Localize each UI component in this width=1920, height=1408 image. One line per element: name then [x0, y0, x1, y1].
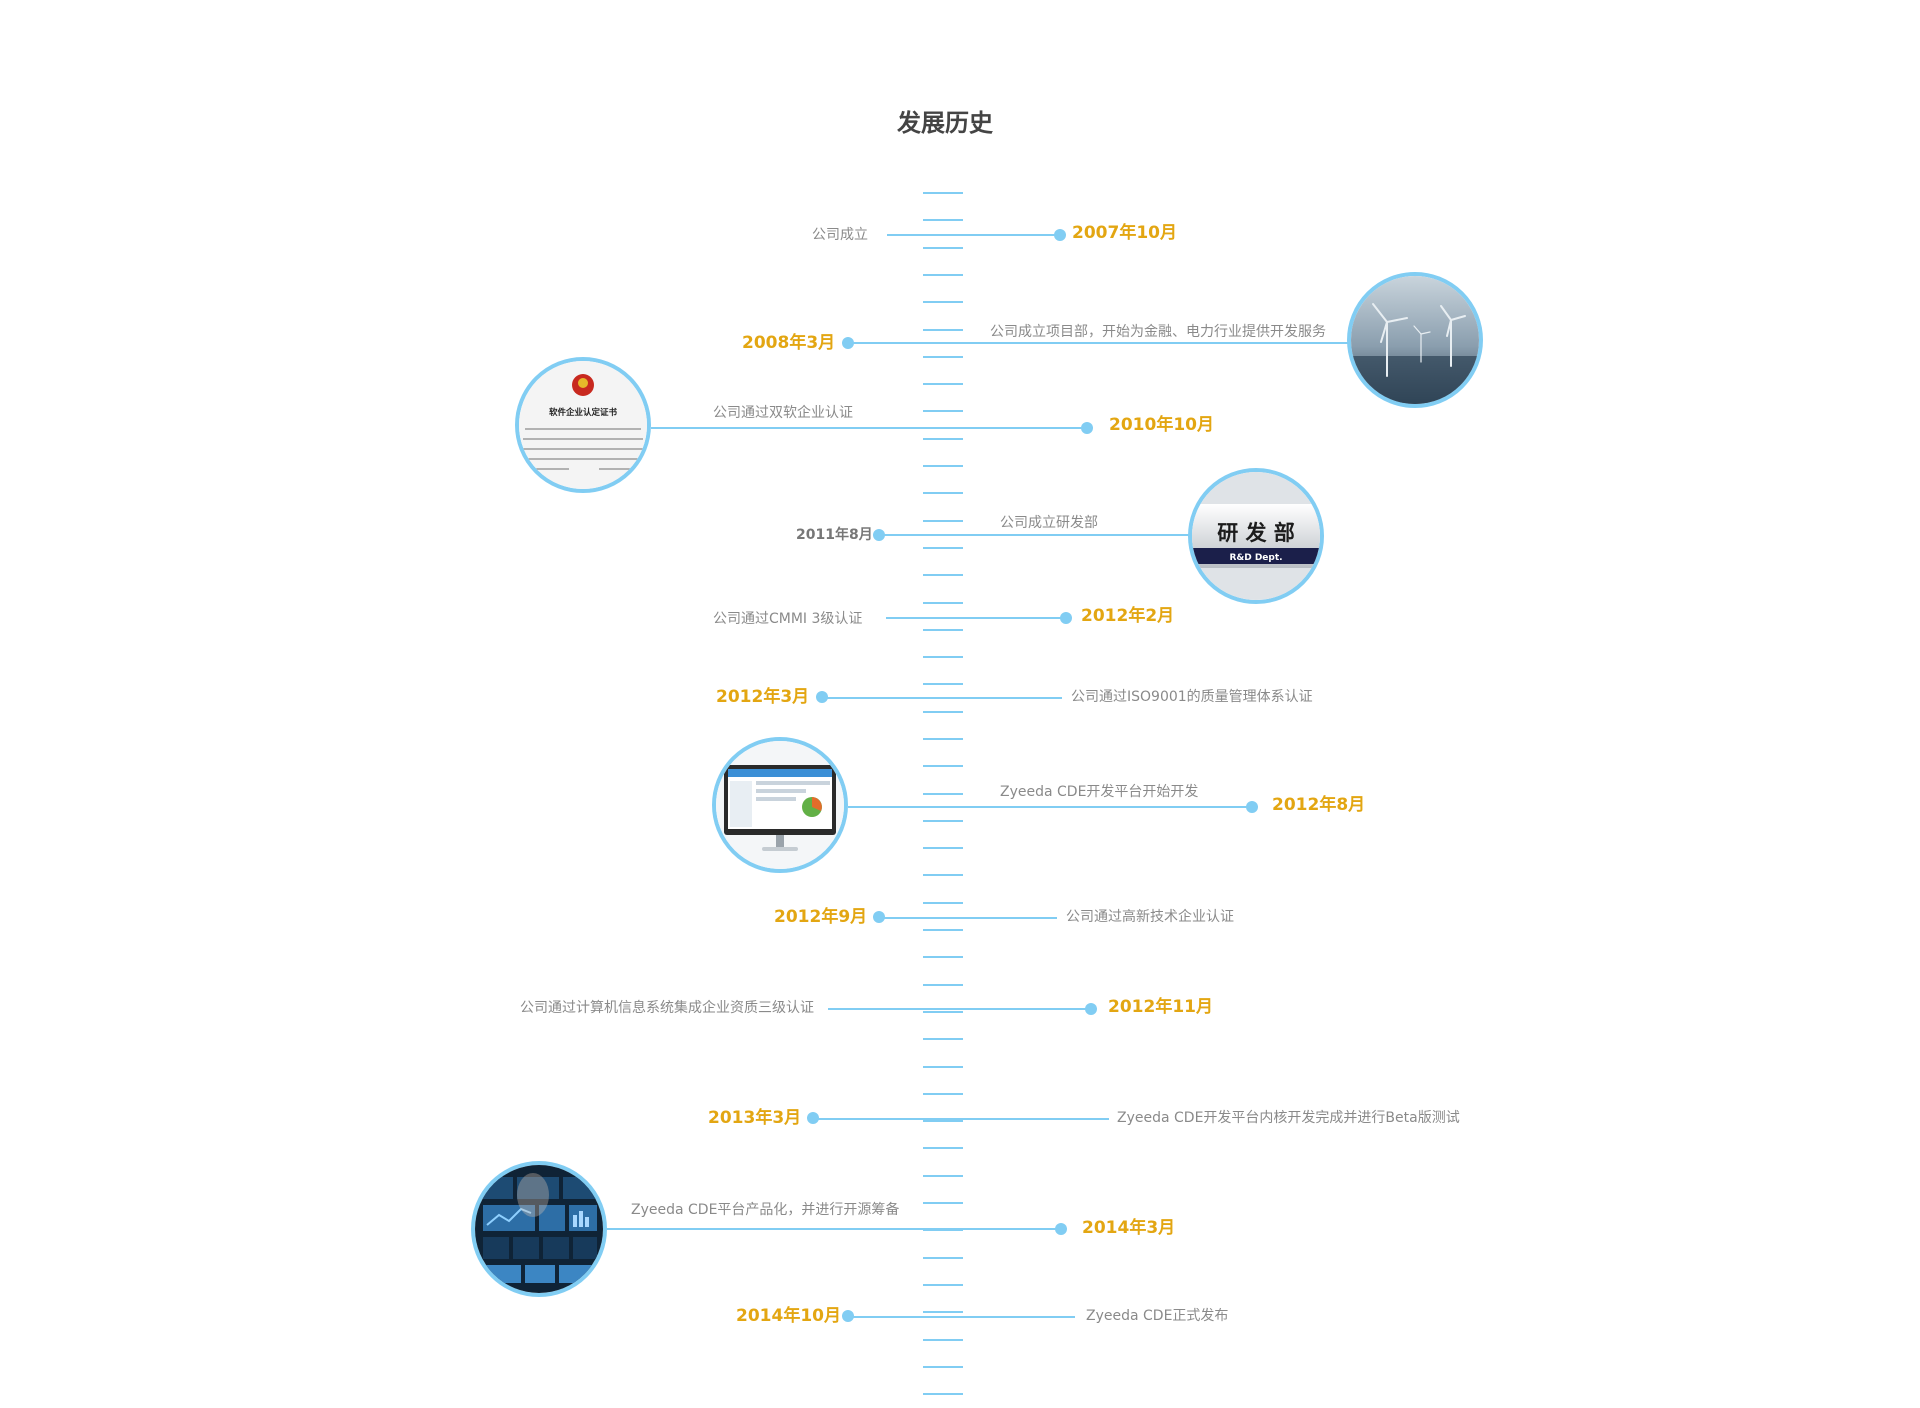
timeline-tick — [923, 1257, 963, 1259]
milestone-2011-08-desc: 公司成立研发部 — [1000, 515, 1098, 531]
connector-line — [813, 1118, 1109, 1120]
milestone-2013-03-date: 2013年3月 — [708, 1108, 802, 1128]
timeline-tick — [923, 492, 963, 494]
timeline-tick — [923, 1393, 963, 1395]
timeline-tick — [923, 465, 963, 467]
timeline-tick — [923, 902, 963, 904]
milestone-2012-03-desc: 公司通过ISO9001的质量管理体系认证 — [1071, 689, 1313, 705]
timeline-tick — [923, 383, 963, 385]
timeline-tick — [923, 1202, 963, 1204]
milestone-2014-03-date: 2014年3月 — [1082, 1218, 1176, 1238]
timeline-tick — [923, 847, 963, 849]
connector-line — [828, 1008, 1088, 1010]
timeline-tick — [923, 1284, 963, 1286]
timeline-tick — [923, 547, 963, 549]
timeline-tick — [923, 1120, 963, 1122]
connector-line — [607, 1228, 1060, 1230]
timeline-tick — [923, 683, 963, 685]
timeline-dot — [1085, 1003, 1097, 1015]
timeline-tick — [923, 1339, 963, 1341]
touchscreen-interface-image — [471, 1161, 607, 1297]
milestone-2008-03-desc: 公司成立项目部，开始为金融、电力行业提供开发服务 — [990, 324, 1326, 340]
connector-line — [848, 342, 1350, 344]
svg-text:软件企业认定证书: 软件企业认定证书 — [549, 407, 618, 418]
milestone-2012-03-date: 2012年3月 — [716, 687, 810, 707]
milestone-2012-11-date: 2012年11月 — [1108, 997, 1213, 1017]
milestone-2014-10-date: 2014年10月 — [736, 1306, 841, 1326]
milestone-2014-03-desc: Zyeeda CDE平台产品化，并进行开源筹备 — [631, 1202, 900, 1218]
connector-line — [879, 917, 1057, 919]
milestone-2011-08-date: 2011年8月 — [796, 527, 873, 543]
milestone-2012-08-desc: Zyeeda CDE开发平台开始开发 — [1000, 784, 1199, 800]
timeline-tick — [923, 602, 963, 604]
milestone-2012-08-date: 2012年8月 — [1272, 795, 1366, 815]
timeline-tick — [923, 929, 963, 931]
timeline-tick — [923, 329, 963, 331]
connector-line — [848, 806, 1248, 808]
timeline-tick — [923, 793, 963, 795]
milestone-2010-10-desc: 公司通过双软企业认证 — [713, 405, 853, 421]
rd-department-sign-image: 研 发 部 R&D Dept. — [1188, 468, 1324, 604]
timeline-dot — [1246, 801, 1258, 813]
milestone-2012-09-desc: 公司通过高新技术企业认证 — [1066, 909, 1234, 925]
connector-line — [886, 617, 1066, 619]
connector-line — [651, 427, 1087, 429]
timeline-tick — [923, 629, 963, 631]
milestone-2012-09-date: 2012年9月 — [774, 907, 868, 927]
svg-text:研 发 部: 研 发 部 — [1217, 521, 1295, 545]
timeline-tick — [923, 656, 963, 658]
timeline-tick — [923, 820, 963, 822]
timeline-tick — [923, 1311, 963, 1313]
milestone-2012-11-desc: 公司通过计算机信息系统集成企业资质三级认证 — [520, 1000, 814, 1016]
timeline-dot — [1060, 612, 1072, 624]
timeline-tick — [923, 574, 963, 576]
certificate-image: 软件企业认定证书 — [515, 357, 651, 493]
monitor-dashboard-image — [712, 737, 848, 873]
timeline-tick — [923, 1147, 963, 1149]
milestone-2013-03-desc: Zyeeda CDE开发平台内核开发完成并进行Beta版测试 — [1117, 1110, 1460, 1126]
timeline-tick — [923, 247, 963, 249]
timeline-tick — [923, 356, 963, 358]
timeline-tick — [923, 874, 963, 876]
svg-text:R&D Dept.: R&D Dept. — [1229, 553, 1282, 563]
timeline-tick — [923, 1366, 963, 1368]
timeline-dot — [1054, 229, 1066, 241]
connector-line — [887, 234, 1060, 236]
connector-line — [879, 534, 1191, 536]
timeline-tick — [923, 219, 963, 221]
wind-turbines-image — [1347, 272, 1483, 408]
milestone-2007-10-desc: 公司成立 — [812, 227, 868, 243]
timeline-tick — [923, 301, 963, 303]
timeline-tick — [923, 956, 963, 958]
milestone-2012-02-date: 2012年2月 — [1081, 606, 1175, 626]
timeline-tick — [923, 1011, 963, 1013]
timeline-tick — [923, 1066, 963, 1068]
milestone-2008-03-date: 2008年3月 — [742, 333, 836, 353]
milestone-2012-02-desc: 公司通过CMMI 3级认证 — [713, 611, 863, 627]
connector-line — [848, 1316, 1075, 1318]
timeline-tick — [923, 765, 963, 767]
timeline-tick — [923, 274, 963, 276]
milestone-2007-10-date: 2007年10月 — [1072, 223, 1177, 243]
timeline-tick — [923, 1175, 963, 1177]
timeline-tick — [923, 984, 963, 986]
timeline-tick — [923, 438, 963, 440]
timeline-tick — [923, 520, 963, 522]
page-title: 发展历史 — [897, 109, 993, 137]
timeline-tick — [923, 1093, 963, 1095]
timeline-tick — [923, 1038, 963, 1040]
milestone-2014-10-desc: Zyeeda CDE正式发布 — [1086, 1308, 1229, 1324]
timeline-dot — [1081, 422, 1093, 434]
timeline-tick — [923, 192, 963, 194]
timeline-tick — [923, 410, 963, 412]
milestone-2010-10-date: 2010年10月 — [1109, 415, 1214, 435]
timeline-tick — [923, 738, 963, 740]
timeline-tick — [923, 711, 963, 713]
timeline-dot — [1055, 1223, 1067, 1235]
connector-line — [822, 697, 1062, 699]
